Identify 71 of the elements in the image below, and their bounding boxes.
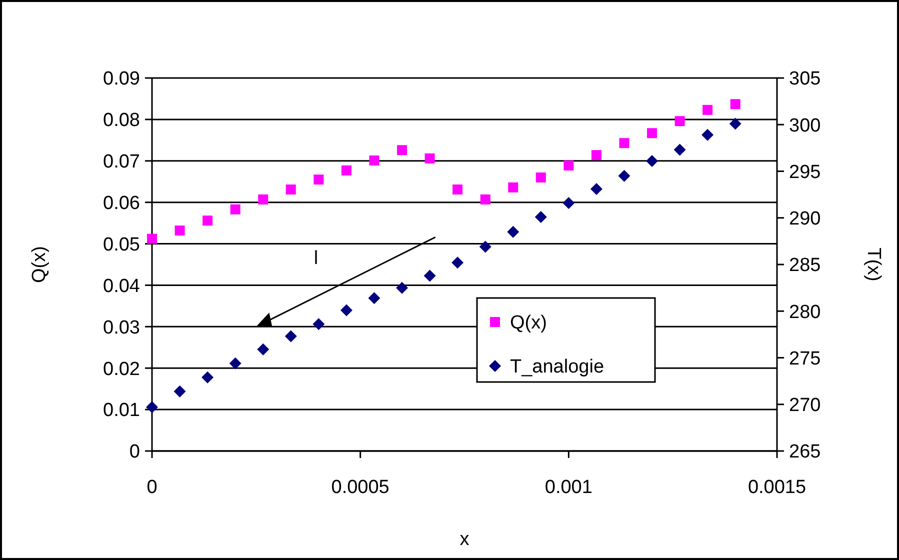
y-tick-label: 0.05 xyxy=(103,234,140,256)
point xyxy=(174,226,185,236)
point xyxy=(702,104,713,115)
y-tick-label: 0.07 xyxy=(103,152,140,173)
point xyxy=(618,170,630,182)
point xyxy=(340,304,352,316)
y-tick-label: 0.09 xyxy=(103,68,140,90)
y2-axis-title: T(x) xyxy=(863,248,884,282)
point xyxy=(424,270,436,282)
y2-tick-label: 270 xyxy=(789,395,821,416)
legend-label: Q(x) xyxy=(510,312,547,334)
point xyxy=(729,118,742,130)
point xyxy=(646,154,658,167)
y-tick-label: 0.08 xyxy=(103,110,140,132)
y2-tick-label: 300 xyxy=(789,115,821,136)
point xyxy=(647,128,657,138)
point xyxy=(674,144,686,156)
point xyxy=(341,165,352,176)
point xyxy=(590,182,602,195)
point xyxy=(397,145,407,156)
x-axis-title: x xyxy=(460,529,470,550)
y-tick-label: 0.01 xyxy=(103,400,140,422)
x-tick-label: 0 xyxy=(146,477,158,498)
point xyxy=(369,155,380,166)
y2-tick-label: 285 xyxy=(789,255,821,276)
y-axis-title: Q(x) xyxy=(29,246,50,283)
point xyxy=(674,116,685,126)
point xyxy=(202,371,214,384)
point xyxy=(257,343,270,356)
y-tick-label: 0.02 xyxy=(103,358,140,380)
point xyxy=(534,210,547,223)
point xyxy=(229,357,242,370)
point xyxy=(424,153,435,164)
point xyxy=(564,160,574,170)
point xyxy=(591,150,602,160)
point xyxy=(507,226,520,238)
point xyxy=(284,330,297,342)
point xyxy=(230,204,240,214)
point xyxy=(452,184,463,194)
point xyxy=(312,318,325,330)
y2-tick-label: 295 xyxy=(789,162,821,183)
point xyxy=(202,216,213,226)
legend-label: T_analogie xyxy=(510,356,604,378)
point xyxy=(619,138,630,148)
point xyxy=(174,385,186,398)
point xyxy=(396,282,408,294)
point xyxy=(508,182,518,192)
point xyxy=(258,194,268,204)
y2-tick-label: 305 xyxy=(789,68,821,90)
y2-tick-label: 275 xyxy=(789,348,821,370)
x-tick-label: 0.001 xyxy=(544,477,592,498)
y2-tick-label: 265 xyxy=(789,442,821,463)
point xyxy=(562,196,575,209)
point xyxy=(479,240,492,253)
point xyxy=(536,172,546,182)
point xyxy=(314,174,324,185)
point xyxy=(702,128,714,141)
y2-tick-label: 280 xyxy=(789,302,821,323)
annotation: l xyxy=(314,248,318,269)
point xyxy=(730,99,740,110)
x-tick-label: 0.0015 xyxy=(748,477,806,498)
x-tick-label: 0.0005 xyxy=(331,477,390,498)
point xyxy=(368,292,380,304)
point xyxy=(452,256,464,269)
y-tick-label: 0.04 xyxy=(103,276,140,297)
y-tick-label: 0.03 xyxy=(103,317,140,338)
y2-tick-label: 290 xyxy=(789,208,821,230)
point xyxy=(286,184,296,194)
point xyxy=(480,194,490,204)
y-tick-label: 0.06 xyxy=(103,192,140,214)
y-tick-label: 0 xyxy=(129,442,140,463)
